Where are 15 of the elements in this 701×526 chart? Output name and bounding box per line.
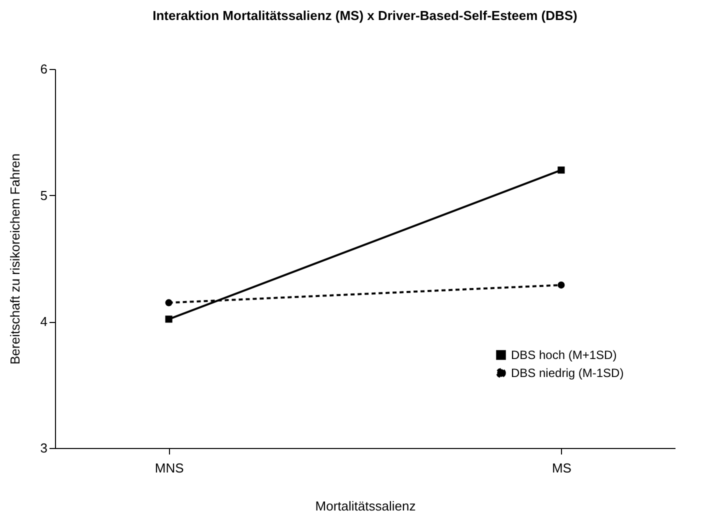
chart-title: Interaktion Mortalitätssalienz (MS) x Driver-Based-Self-Esteem (DBS)	[152, 8, 578, 23]
x-axis-title: Mortalitätssalienz	[315, 498, 416, 514]
point	[558, 166, 565, 174]
point	[165, 299, 172, 306]
x-tick-label: MNS	[154, 460, 184, 476]
y-tick-label: 4	[40, 314, 48, 330]
y-tick-label: 5	[40, 188, 48, 203]
y-tick-label: 3	[40, 440, 48, 456]
point	[165, 316, 172, 323]
x-tick-label: MS	[552, 460, 572, 476]
y-axis-title: Bereitschaft zu risikoreichem Fahren	[7, 154, 22, 364]
legend-label: DBS hoch (M+1SD)	[511, 348, 617, 362]
point	[558, 282, 565, 289]
y-tick-label: 6	[40, 62, 48, 76]
legend-label: DBS niedrig (M-1SD)	[511, 366, 624, 380]
